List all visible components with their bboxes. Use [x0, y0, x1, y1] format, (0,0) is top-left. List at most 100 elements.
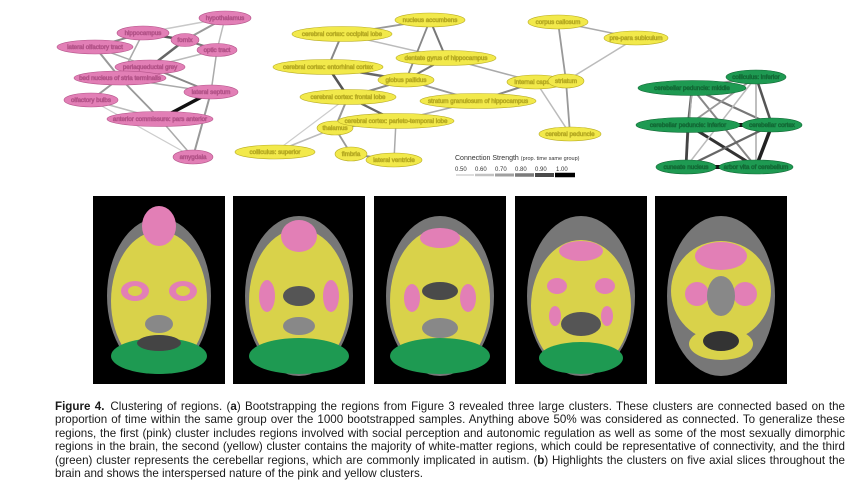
node-label: lateral ventricle: [373, 157, 415, 164]
graph-node: cuneate nucleus: [655, 159, 717, 175]
caption-text: ) Highlights the clusters on five axial …: [55, 453, 845, 481]
edge: [90, 99, 194, 158]
graph-node: cerebellar peduncle: middle: [637, 80, 747, 96]
pink-cluster-nodes: hippocampus hypothalamus fornix lateral …: [56, 10, 252, 165]
axial-slice-3: [374, 196, 506, 384]
edge: [687, 76, 757, 126]
graph-node: cerebral cortex: parieto-temporal lobe: [337, 113, 455, 129]
node-label: striatum: [555, 78, 577, 85]
graph-node: amygdala: [172, 149, 214, 165]
graph-node: lateral septum: [183, 84, 239, 100]
green-cluster-nodes: colliculus: inferior cerebellar peduncle…: [635, 69, 803, 175]
node-label: internal capsule: [514, 79, 558, 86]
edge: [565, 37, 637, 82]
node-label: fimbria: [342, 151, 361, 158]
edge: [535, 81, 571, 135]
node-label: cuneate nucleus: [663, 164, 708, 171]
legend-tick: 0.60: [475, 167, 487, 173]
graph-node: pre-para subiculum: [603, 30, 669, 46]
edge: [405, 19, 431, 81]
node-label: cerebral cortex: entorhinal cortex: [283, 64, 374, 71]
graph-node: stratum granulosum of hippocampus: [419, 93, 537, 109]
caption-panel-b: b: [537, 453, 545, 467]
graph-node: striatum: [547, 73, 585, 89]
node-label: stratum granulosum of hippocampus: [428, 98, 528, 105]
brain-slice-image: [386, 216, 494, 376]
edge: [754, 75, 774, 127]
graph-node: dentate gyrus of hippocampus: [395, 50, 497, 66]
node-label: optic tract: [204, 47, 231, 54]
node-label: nucleus accumbens: [403, 17, 458, 24]
graph-node: lateral ventricle: [365, 152, 423, 168]
node-label: cerebellar peduncle: inferior: [650, 122, 726, 129]
graph-node: globus pallidus: [377, 72, 435, 88]
brain-slice-image: [527, 216, 635, 376]
edge: [557, 21, 567, 82]
node-label: cerebral cortex: occipital lobe: [302, 31, 383, 38]
figure-caption: Figure 4. Clustering of regions. (a) Boot…: [55, 400, 845, 480]
caption-panel-a: a: [230, 400, 237, 413]
node-label: amygdala: [180, 154, 207, 161]
brain-slice-image: [245, 216, 353, 376]
node-label: periaqueductal grey: [123, 64, 178, 71]
legend-tick: 1.00: [556, 167, 568, 173]
legend-tick: 0.90: [535, 167, 547, 173]
axial-slice-5: [655, 196, 787, 384]
legend-title: Connection Strength (prop. time same gro…: [455, 155, 580, 162]
axial-slice-4: [515, 196, 647, 384]
graph-node: cerebral peduncle: [538, 126, 602, 142]
yellow-cluster-nodes: nucleus accumbens cerebral cortex: occip…: [234, 12, 669, 168]
graph-node: corpus callosum: [527, 14, 589, 30]
edge: [274, 96, 349, 153]
node-label: globus pallidus: [386, 77, 427, 84]
graph-node: olfactory bulbs: [63, 92, 119, 108]
node-label: hypothalamus: [206, 15, 245, 22]
graph-node: colliculus: superior: [234, 144, 316, 160]
edge: [565, 80, 571, 135]
axial-slice-1: [93, 196, 225, 384]
node-label: cerebellar peduncle: middle: [654, 85, 730, 92]
node-label: colliculus: inferior: [732, 74, 779, 81]
node-label: pre-para subiculum: [610, 35, 663, 42]
node-label: bed nucleus of stria terminalis: [79, 75, 161, 82]
brain-slice-image: [667, 216, 775, 376]
node-label: fornix: [177, 37, 193, 44]
axial-slice-2: [233, 196, 365, 384]
edge: [684, 123, 774, 169]
edge: [192, 91, 212, 158]
graph-node: cerebral cortex: entorhinal cortex: [272, 59, 384, 75]
graph-node: fornix: [170, 33, 200, 47]
caption-text: ) Bootstrapping the regions from Figure …: [55, 400, 845, 467]
node-label: hippocampus: [125, 30, 162, 37]
node-label: thalamus: [322, 125, 347, 132]
axial-slice-panels: [93, 196, 793, 384]
brain-slice-image: [107, 206, 211, 374]
graph-node: fimbria: [334, 146, 368, 162]
graph-node: cerebral cortex: occipital lobe: [291, 26, 393, 42]
graph-node: nucleus accumbens: [394, 12, 466, 28]
node-label: cerebellar cortex: [749, 122, 796, 129]
node-label: anterior commissure: pars anterior: [113, 116, 207, 123]
node-label: colliculus: superior: [250, 149, 301, 156]
graph-node: bed nucleus of stria terminalis: [73, 70, 167, 86]
node-label: cerebral peduncle: [545, 131, 595, 138]
legend-tick: 0.50: [455, 167, 467, 173]
graph-node: colliculus: inferior: [725, 69, 787, 85]
graph-node: optic tract: [196, 43, 238, 57]
node-label: lateral olfactory tract: [67, 44, 123, 51]
graph-node: arbor vita of cerebellum: [718, 159, 794, 175]
node-label: cerebral cortex: parieto-temporal lobe: [345, 118, 448, 125]
graph-node: hippocampus: [116, 25, 170, 41]
graph-node: cerebral cortex: frontal lobe: [299, 89, 397, 105]
legend-tick: 0.80: [515, 167, 527, 173]
node-label: olfactory bulbs: [71, 97, 111, 104]
cluster-network-graph: hippocampus hypothalamus fornix lateral …: [56, 10, 803, 178]
node-label: corpus callosum: [536, 19, 581, 26]
node-label: arbor vita of cerebellum: [724, 164, 789, 171]
graph-node: anterior commissure: pars anterior: [106, 111, 214, 127]
node-label: cerebral cortex: frontal lobe: [311, 94, 387, 101]
graph-node: hypothalamus: [198, 10, 252, 26]
graph-node: lateral olfactory tract: [56, 39, 134, 55]
caption-text: Clustering of regions. (: [110, 400, 231, 413]
figure-label: Figure 4.: [55, 400, 105, 413]
